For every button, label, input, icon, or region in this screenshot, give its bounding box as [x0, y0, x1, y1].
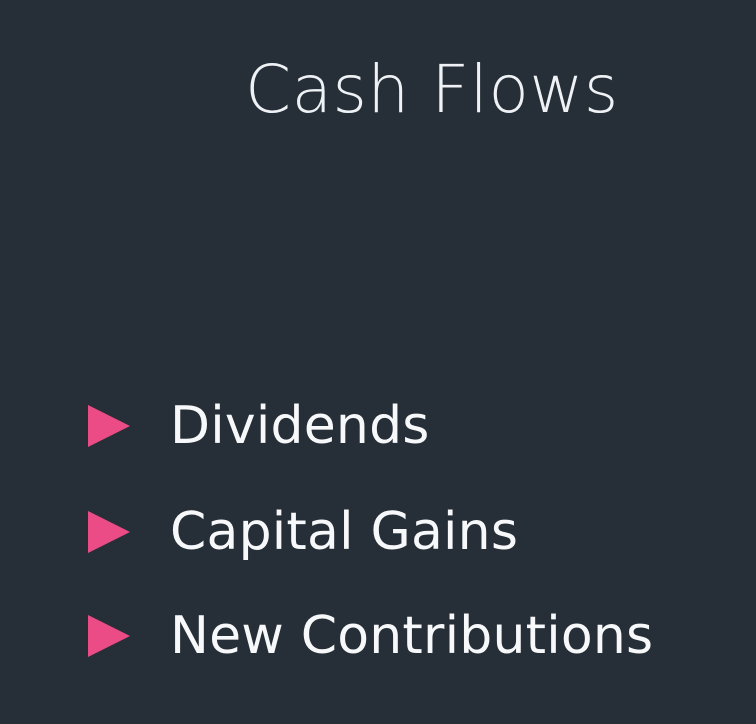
bullet-label: New Contributions [170, 606, 654, 666]
triangle-right-icon [88, 511, 130, 553]
triangle-right-icon [88, 615, 130, 657]
bullet-item-dividends: Dividends [88, 396, 430, 456]
slide-title: Cash Flows [245, 51, 619, 128]
bullet-label: Capital Gains [170, 502, 519, 562]
bullet-item-capital-gains: Capital Gains [88, 502, 518, 562]
triangle-right-icon [88, 405, 130, 447]
bullet-item-new-contributions: New Contributions [88, 606, 653, 666]
bullet-label: Dividends [170, 396, 430, 456]
